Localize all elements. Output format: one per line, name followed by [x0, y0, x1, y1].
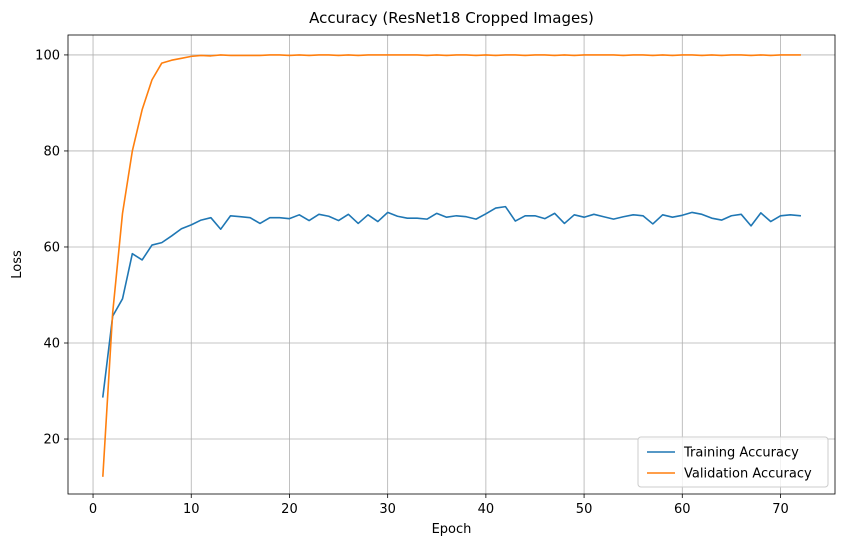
legend-box: [637, 436, 829, 488]
legend: Training Accuracy Validation Accuracy: [637, 436, 829, 488]
x-axis-label: Epoch: [432, 522, 472, 537]
validation-accuracy-line: [102, 54, 801, 477]
y-tick-label: 80: [43, 144, 60, 159]
series-layer: [101, 54, 802, 477]
training-accuracy-line: [101, 205, 802, 398]
x-tick-label: 70: [772, 502, 789, 517]
y-axis-label: Loss: [10, 250, 25, 279]
x-tick-label: 20: [281, 502, 298, 517]
x-tick-label: 40: [478, 502, 495, 517]
x-tick-label: 30: [379, 502, 396, 517]
grid-lines: [68, 35, 835, 494]
validation-accuracy-legend-label: Validation Accuracy: [684, 467, 812, 482]
training-accuracy-legend-label: Training Accuracy: [683, 446, 799, 461]
x-axis: 0 10 20 30 40 50 60 70: [89, 494, 789, 517]
y-tick-label: 20: [43, 433, 60, 448]
y-tick-label: 100: [35, 48, 60, 63]
y-tick-label: 40: [43, 337, 60, 352]
x-tick-label: 60: [674, 502, 691, 517]
chart-title: Accuracy (ResNet18 Cropped Images): [309, 9, 594, 27]
x-tick-label: 50: [576, 502, 593, 517]
x-tick-label: 0: [89, 502, 97, 517]
plot-frame: [67, 34, 836, 495]
y-tick-label: 60: [43, 240, 60, 255]
y-axis: 20 40 60 80 100: [35, 48, 68, 448]
x-tick-label: 10: [183, 502, 200, 517]
